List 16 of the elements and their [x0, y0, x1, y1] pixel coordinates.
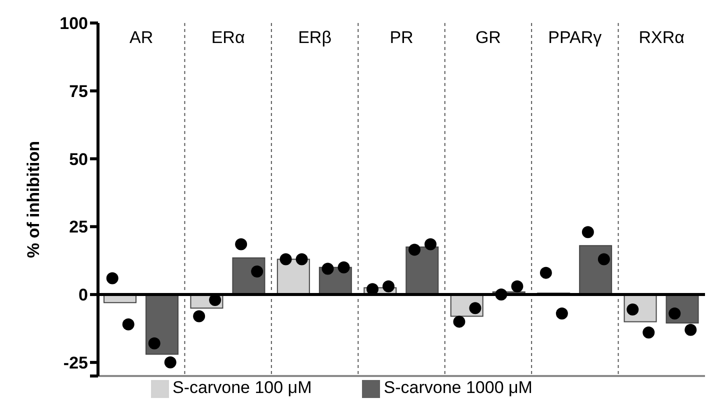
- y-tick-label: 25: [69, 218, 88, 237]
- x-tick-label: ERα: [211, 28, 245, 47]
- legend-label: S-carvone 100 μM: [172, 378, 312, 397]
- x-tick-label: ERβ: [298, 28, 332, 47]
- y-tick-label: -25: [63, 353, 88, 372]
- x-tick-label: RXRα: [638, 28, 685, 47]
- x-tick-label: PPARγ: [548, 28, 602, 47]
- x-tick-label: GR: [475, 28, 501, 47]
- y-tick-label: 100: [60, 14, 88, 34]
- legend-label: S-carvone 1000 μM: [384, 378, 532, 397]
- x-tick-label: AR: [130, 28, 154, 47]
- y-tick-label: 50: [69, 150, 88, 169]
- x-tick-label: PR: [390, 28, 414, 47]
- y-axis-title: % of inhibition: [24, 140, 44, 258]
- y-tick-label: 75: [69, 82, 88, 101]
- y-tick-label: 0: [78, 286, 88, 305]
